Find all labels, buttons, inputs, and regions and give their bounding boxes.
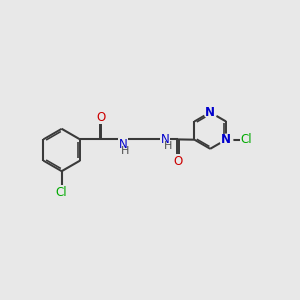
Text: N: N	[205, 106, 215, 119]
Text: Cl: Cl	[56, 186, 68, 199]
Text: O: O	[96, 111, 105, 124]
Text: N: N	[221, 133, 231, 146]
Text: H: H	[121, 146, 130, 156]
Text: N: N	[160, 133, 169, 146]
Text: N: N	[119, 138, 128, 151]
Text: O: O	[173, 155, 182, 168]
Text: Cl: Cl	[241, 133, 252, 146]
Text: H: H	[164, 141, 172, 151]
